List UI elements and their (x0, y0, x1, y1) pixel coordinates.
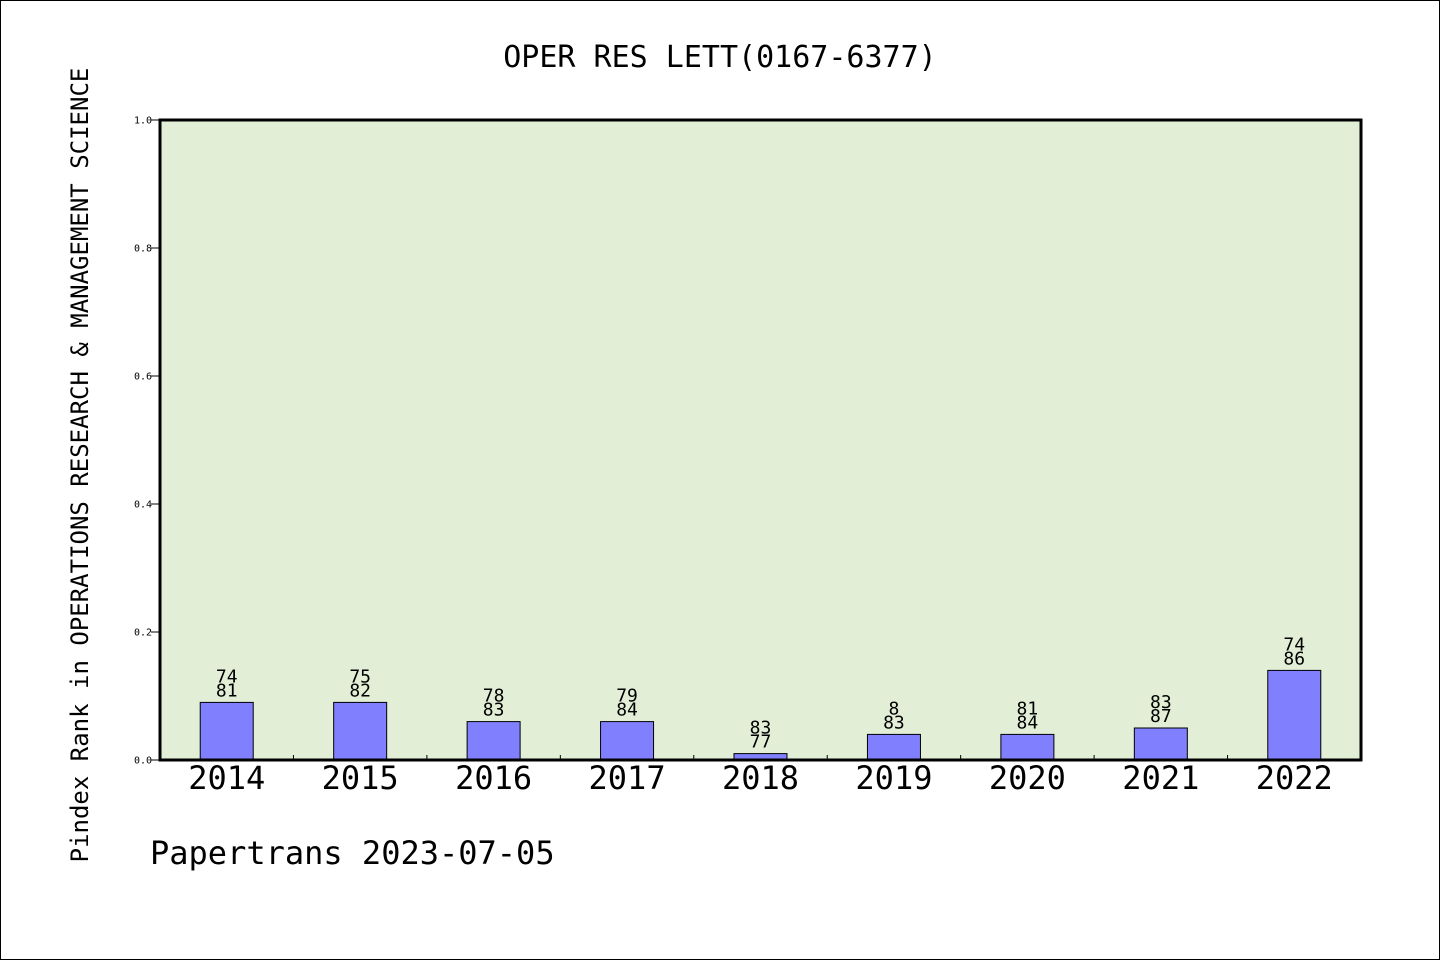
bar-label-top: 75 (349, 666, 371, 687)
y-ticks-group: 0.0 0.2 0.4 0.6 0.8 1.0 (134, 116, 160, 767)
bar-label-bottom: 77 (750, 732, 772, 753)
bar-label-top: 81 (1017, 698, 1039, 719)
bar-2014 (199, 701, 254, 761)
y-tick-label: 0.8 (134, 244, 152, 255)
bar-label-bottom: 83 (483, 700, 505, 721)
x-tick-labels-group: 2014 2015 2016 2017 2018 2019 2020 2021 2022 (188, 759, 1333, 797)
x-tick-label: 2017 (589, 759, 666, 797)
y-tick-label: 1.0 (134, 116, 152, 127)
bar-2015 (333, 701, 388, 761)
bar-label-bottom: 84 (1017, 712, 1039, 733)
bar-label-bottom: 84 (616, 700, 638, 721)
bar-label-top: 74 (216, 666, 238, 687)
x-tick-label: 2018 (722, 759, 799, 797)
bar-label-top: 79 (616, 686, 638, 707)
bar-label-top: 8 (889, 698, 900, 719)
y-tick-label: 0.2 (134, 628, 152, 639)
x-tick-label: 2022 (1256, 759, 1333, 797)
plot-area (160, 120, 1361, 760)
y-tick-label: 0.6 (134, 372, 152, 383)
plot-frame (158, 118, 1363, 762)
x-tick-label: 2015 (322, 759, 399, 797)
bar-label-bottom: 87 (1150, 706, 1172, 727)
bar-2017 (600, 721, 655, 761)
bar-label-bottom: 86 (1283, 648, 1305, 669)
bar-label-top: 78 (483, 686, 505, 707)
bar-label-top: 83 (750, 718, 772, 739)
y-axis-label: Pindex Rank in OPERATIONS RESEARCH & MAN… (66, 68, 94, 863)
bar-2019 (866, 733, 921, 761)
x-tick-label: 2020 (989, 759, 1066, 797)
bar-2022 (1267, 669, 1322, 761)
bar-2021 (1133, 727, 1188, 761)
bar-label-bottom: 81 (216, 680, 238, 701)
bar-2020 (1000, 733, 1055, 761)
y-tick-label: 0.0 (134, 756, 152, 767)
x-tick-label: 2014 (188, 759, 265, 797)
x-tick-label: 2019 (855, 759, 932, 797)
bar-2016 (466, 721, 521, 761)
x-tick-label: 2021 (1122, 759, 1199, 797)
chart-title: OPER RES LETT(0167-6377) (503, 40, 936, 75)
bar-label-bottom: 83 (883, 712, 905, 733)
bar-label-top: 74 (1283, 634, 1305, 655)
bar-label-bottom: 82 (349, 680, 371, 701)
footer-text: Papertrans 2023-07-05 (150, 834, 555, 872)
bars-group (199, 669, 1322, 761)
x-tick-label: 2016 (455, 759, 532, 797)
bar-label-top: 83 (1150, 692, 1172, 713)
y-tick-label: 0.4 (134, 500, 152, 511)
